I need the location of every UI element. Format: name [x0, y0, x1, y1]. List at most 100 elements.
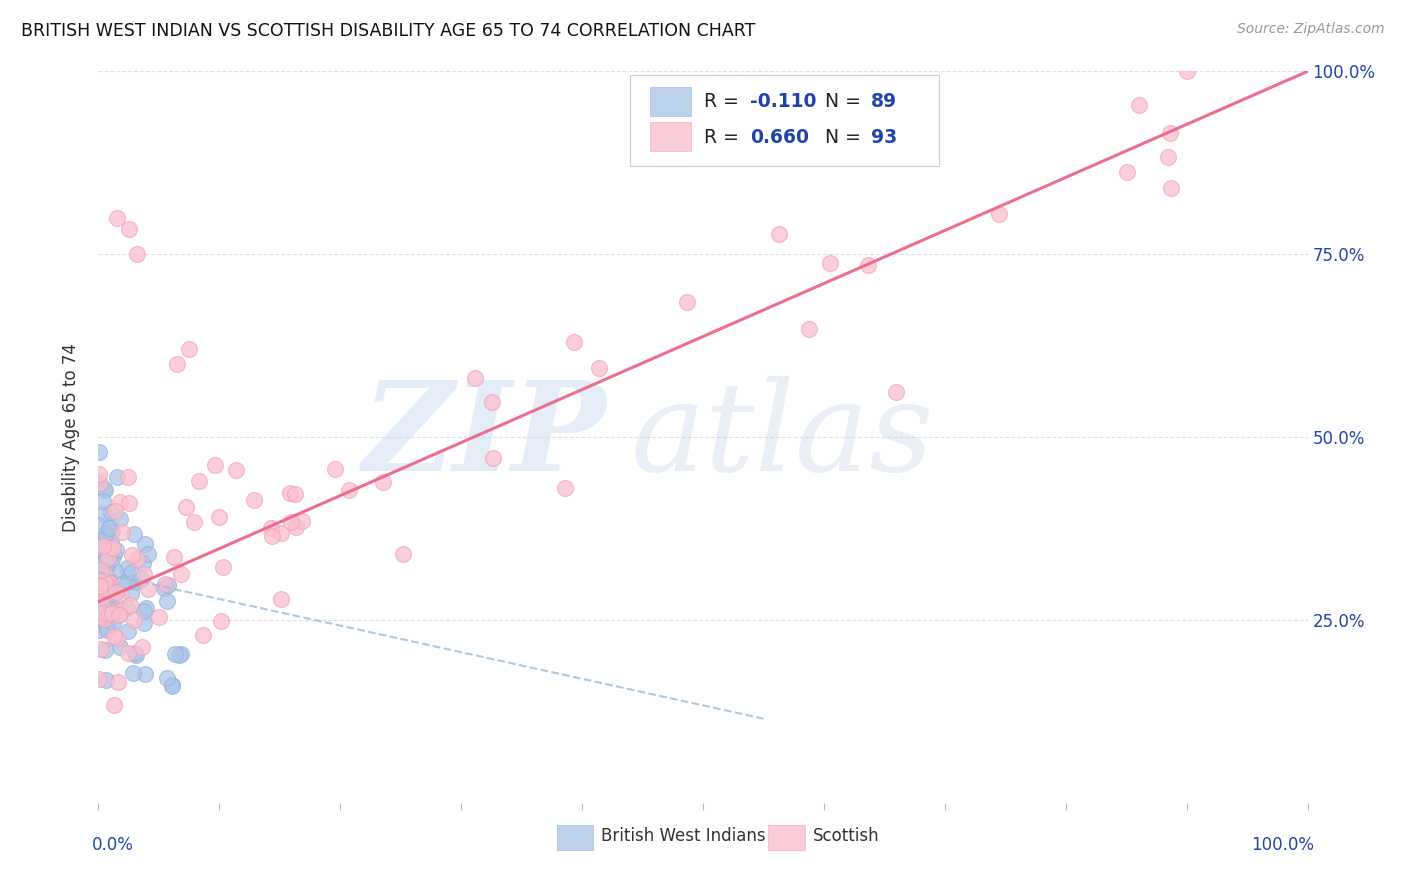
Point: [93, 611, 115, 625]
Point: [94, 576, 117, 591]
Point: [97, 574, 120, 589]
Text: Scottish: Scottish: [813, 828, 880, 846]
Text: atlas: atlas: [630, 376, 934, 498]
Point: [103, 582, 125, 597]
Point: [105, 585, 128, 599]
Point: [91, 607, 114, 622]
Point: [94, 643, 117, 657]
Point: [94, 526, 117, 541]
Point: [89, 583, 111, 598]
Point: [160, 680, 183, 694]
Point: [111, 525, 134, 540]
Point: [94, 558, 117, 573]
Point: [1175, 64, 1198, 78]
Point: [243, 493, 266, 508]
Point: [156, 594, 179, 608]
Point: [98, 607, 121, 621]
Point: [115, 575, 138, 590]
Point: [169, 648, 191, 662]
Point: [87, 518, 110, 533]
Point: [91, 585, 114, 599]
Text: 0.660: 0.660: [751, 128, 810, 147]
Text: 89: 89: [872, 92, 897, 111]
Point: [98, 541, 121, 555]
Point: [90, 642, 112, 657]
Point: [1115, 165, 1137, 179]
Point: [87, 444, 110, 458]
FancyBboxPatch shape: [557, 825, 593, 849]
Point: [90, 562, 112, 576]
Point: [270, 525, 292, 540]
Point: [132, 616, 155, 631]
Point: [1160, 181, 1182, 195]
Point: [270, 592, 292, 607]
Point: [208, 510, 231, 524]
Point: [562, 335, 585, 350]
Point: [89, 476, 111, 491]
Point: [100, 505, 122, 519]
Point: [138, 547, 160, 561]
Point: [90, 613, 112, 627]
Point: [125, 648, 148, 662]
Point: [94, 673, 117, 687]
Point: [124, 646, 146, 660]
Point: [129, 572, 152, 586]
Point: [89, 672, 111, 686]
Point: [104, 504, 127, 518]
Point: [132, 567, 155, 582]
Point: [93, 507, 115, 521]
Point: [121, 566, 143, 580]
Point: [93, 578, 115, 592]
Point: [291, 515, 314, 529]
Point: [280, 515, 302, 529]
Point: [884, 384, 907, 399]
Point: [260, 529, 283, 543]
Point: [1157, 150, 1180, 164]
Point: [174, 500, 197, 515]
Point: [183, 515, 205, 529]
Point: [284, 520, 307, 534]
Point: [101, 524, 124, 539]
Point: [160, 678, 183, 692]
Point: [94, 554, 117, 568]
Point: [371, 475, 394, 489]
Point: [856, 258, 879, 272]
Point: [101, 587, 124, 601]
Point: [96, 559, 118, 574]
Point: [91, 539, 114, 553]
Point: [108, 607, 131, 622]
Point: [87, 591, 110, 606]
Point: [122, 666, 145, 681]
Point: [225, 463, 247, 477]
Point: [337, 483, 360, 498]
Text: 0.0%: 0.0%: [93, 836, 134, 854]
Point: [98, 573, 121, 587]
Point: [481, 394, 503, 409]
Point: [108, 608, 131, 623]
Point: [98, 520, 121, 534]
Point: [93, 483, 115, 497]
Point: [90, 598, 112, 612]
Point: [554, 482, 576, 496]
Point: [111, 603, 134, 617]
Point: [193, 628, 215, 642]
FancyBboxPatch shape: [650, 87, 690, 116]
Point: [132, 604, 155, 618]
Y-axis label: Disability Age 65 to 74: Disability Age 65 to 74: [62, 343, 80, 532]
Point: [464, 371, 486, 385]
Point: [96, 591, 118, 606]
Point: [122, 526, 145, 541]
Point: [94, 587, 117, 601]
Point: [127, 247, 149, 261]
Point: [118, 496, 141, 510]
Point: [103, 547, 125, 561]
Point: [163, 549, 186, 564]
Point: [117, 601, 139, 615]
Point: [156, 672, 179, 686]
Point: [118, 221, 141, 235]
Point: [588, 361, 610, 376]
Point: [94, 592, 117, 607]
Point: [131, 640, 153, 654]
Point: [96, 569, 118, 583]
Point: [148, 610, 170, 624]
